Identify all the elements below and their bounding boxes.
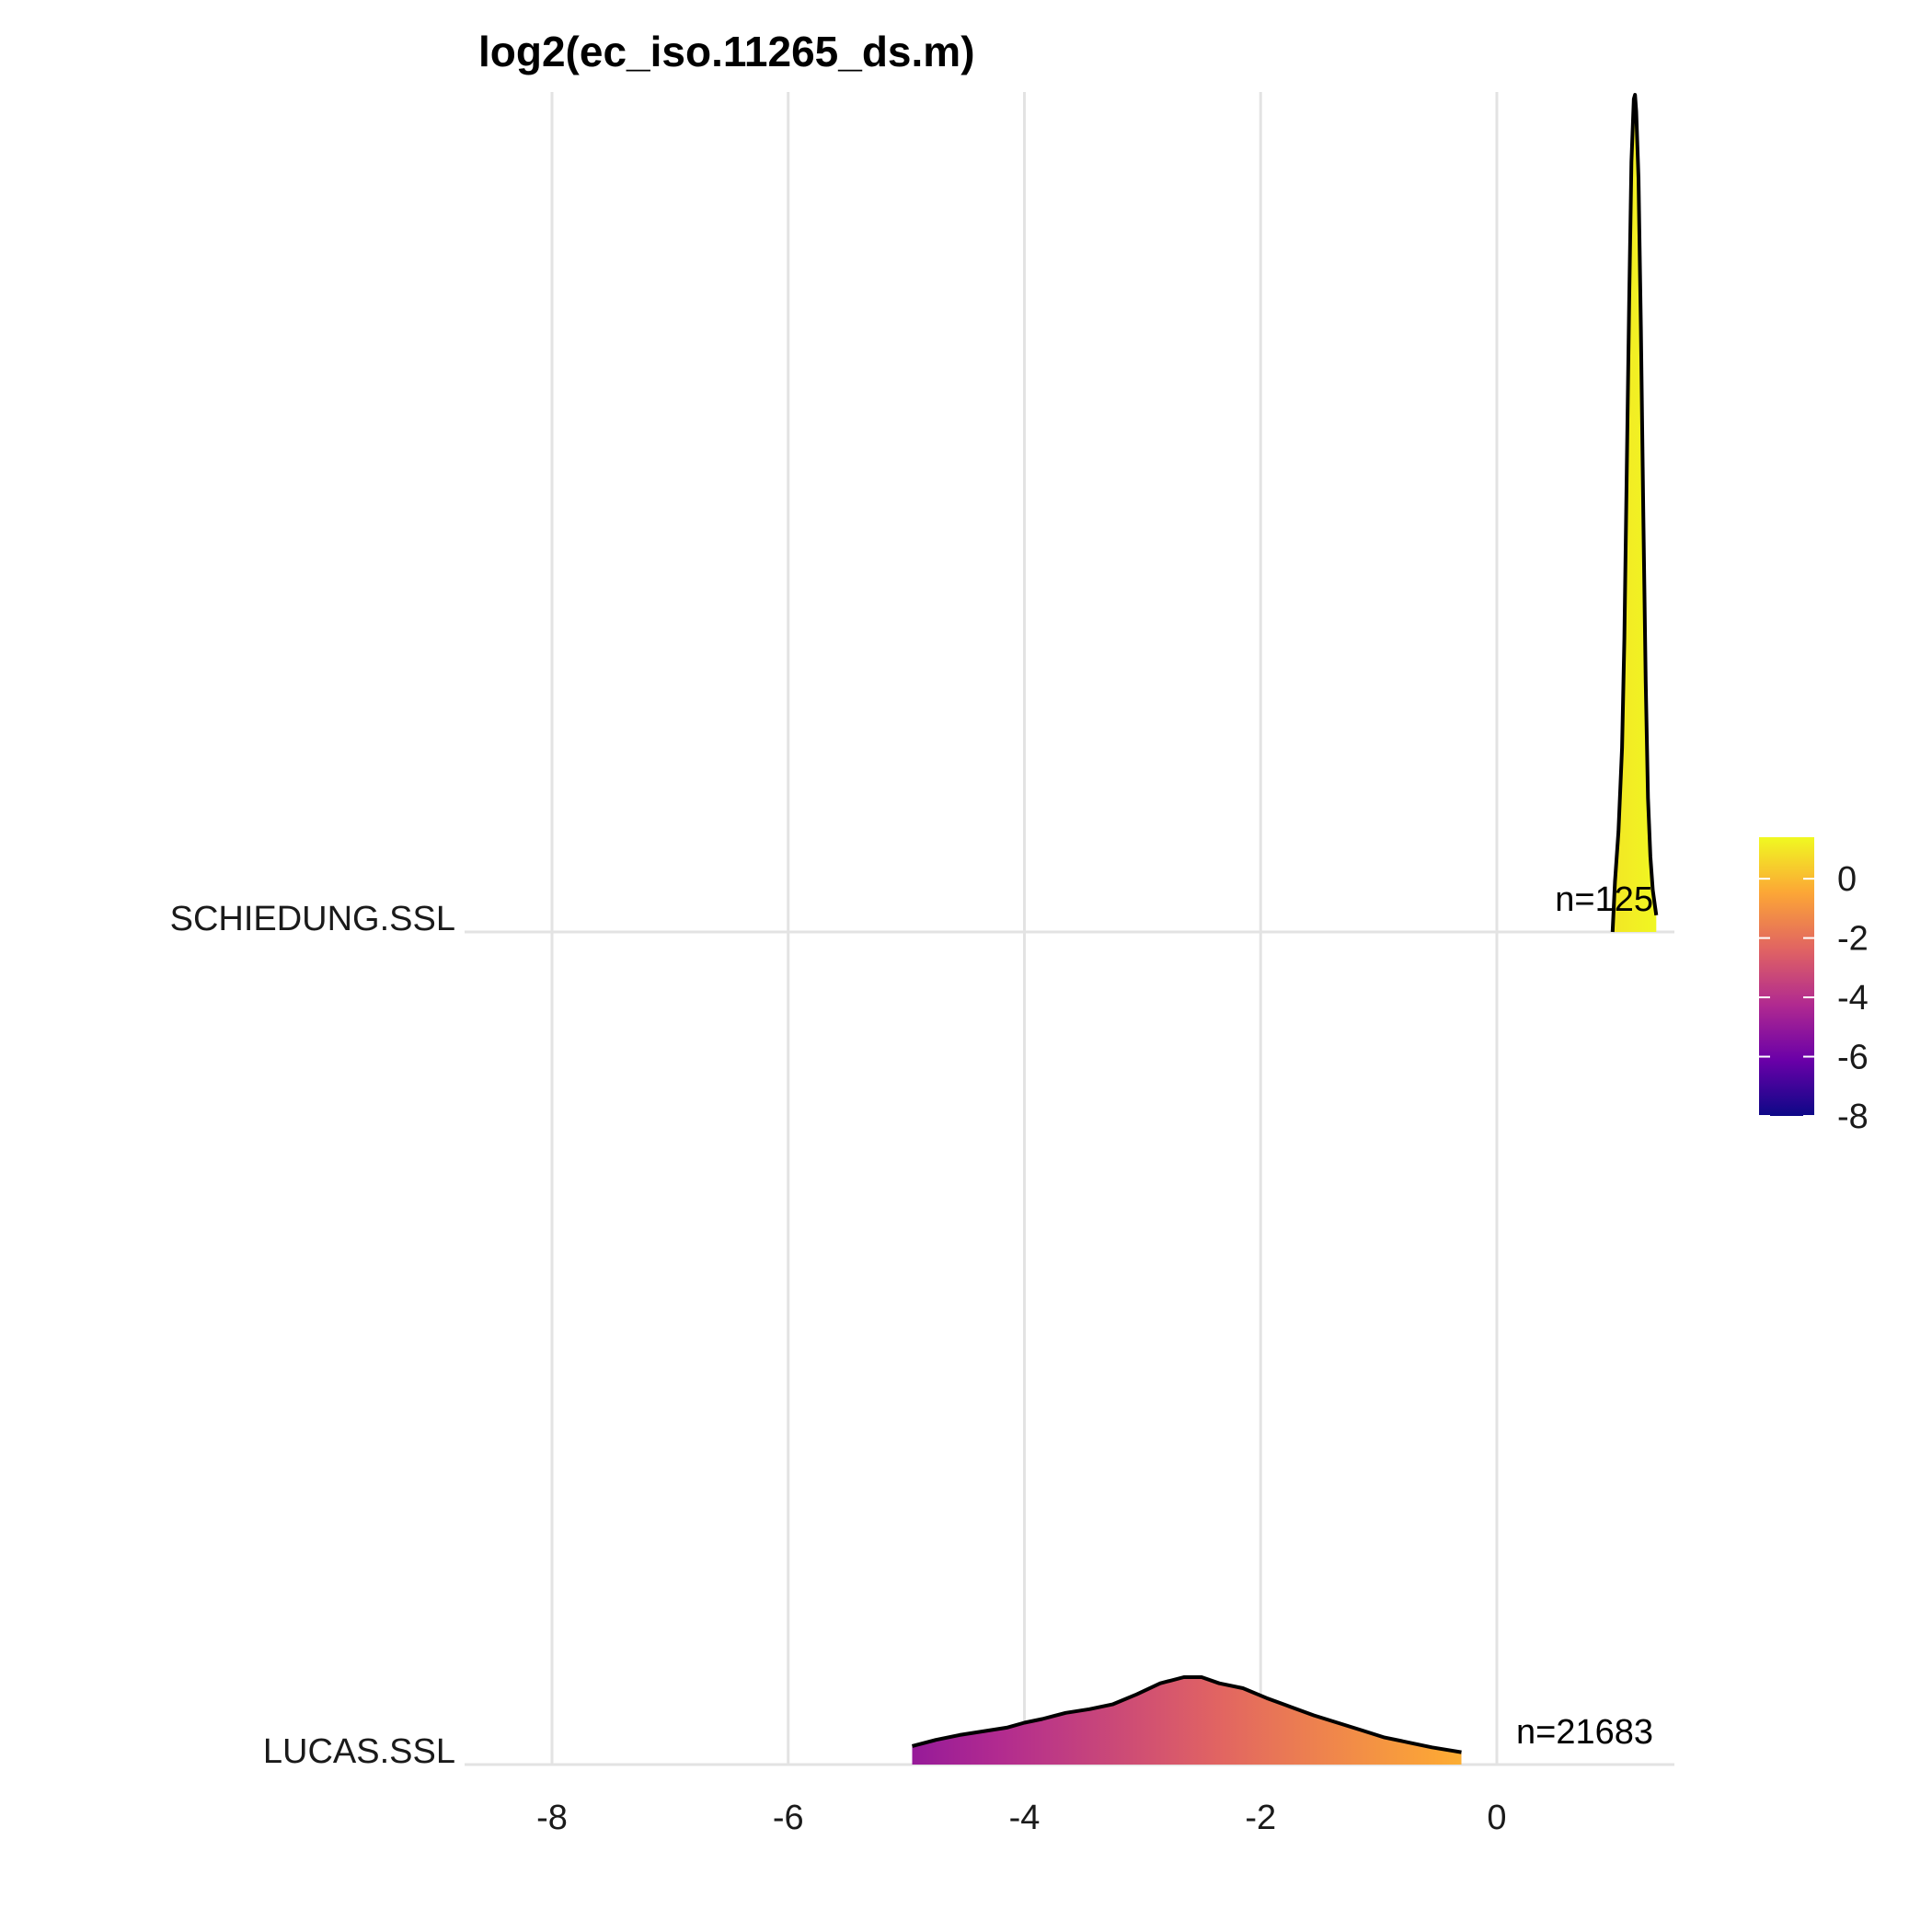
density-line-schiedung-ssl [1610, 93, 1659, 933]
category-label: SCHIEDUNG.SSL [170, 900, 455, 938]
colorbar-tick-label: 0 [1837, 860, 1857, 899]
x-tick-label: 0 [1487, 1799, 1506, 1837]
x-axis-ticks: -8 -6 -4 -2 0 [536, 1799, 1506, 1837]
x-tick-label: -8 [536, 1799, 568, 1837]
colorbar-tick-label: -8 [1837, 1098, 1869, 1136]
x-tick-label: -6 [773, 1799, 804, 1837]
chart-title: log2(ec_iso.11265_ds.m) [478, 28, 975, 75]
grid [465, 92, 1674, 1766]
colorbar-legend: 0 -2 -4 -6 -8 [1759, 837, 1869, 1136]
n-count-label: n=21683 [1516, 1713, 1653, 1752]
n-labels: n=125 n=21683 [1516, 880, 1653, 1752]
density-area-lucas-ssl [912, 1677, 1462, 1765]
colorbar-tick-label: -6 [1837, 1039, 1869, 1077]
category-labels: SCHIEDUNG.SSL LUCAS.SSL [170, 900, 455, 1771]
density-line-lucas-ssl [911, 1675, 1462, 1754]
x-tick-label: -2 [1245, 1799, 1276, 1837]
ridges [911, 93, 1659, 1765]
colorbar-tick-label: -2 [1837, 920, 1869, 959]
x-tick-label: -4 [1009, 1799, 1041, 1837]
n-count-label: n=125 [1555, 880, 1653, 919]
colorbar-tick-label: -4 [1837, 979, 1869, 1018]
category-label: LUCAS.SSL [263, 1732, 455, 1771]
colorbar [1759, 837, 1814, 1116]
